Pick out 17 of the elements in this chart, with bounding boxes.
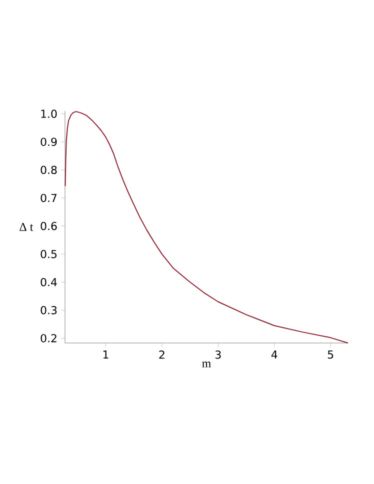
x-tick-label: 4 xyxy=(271,350,278,359)
y-axis-title: Δ t xyxy=(20,222,34,231)
y-tick-label: 0.4 xyxy=(40,278,57,286)
x-tick-label: 3 xyxy=(215,350,221,359)
y-tick-label: 0.3 xyxy=(40,306,57,314)
y-tick-label: 0.7 xyxy=(40,194,57,202)
y-tick-label: 0.9 xyxy=(40,138,57,146)
y-tick-label: 0.2 xyxy=(40,334,56,342)
x-axis-title: m xyxy=(202,362,211,368)
line-series xyxy=(64,111,349,344)
y-tick-label: 0.5 xyxy=(40,250,57,258)
y-tick-label: 0.6 xyxy=(40,222,57,230)
x-tick-label: 2 xyxy=(159,350,164,359)
y-tick-label: 1.0 xyxy=(41,110,57,118)
x-tick-label: 5 xyxy=(328,350,334,359)
x-tick-label: 1 xyxy=(103,350,108,359)
y-tick-label: 0.8 xyxy=(40,166,57,174)
